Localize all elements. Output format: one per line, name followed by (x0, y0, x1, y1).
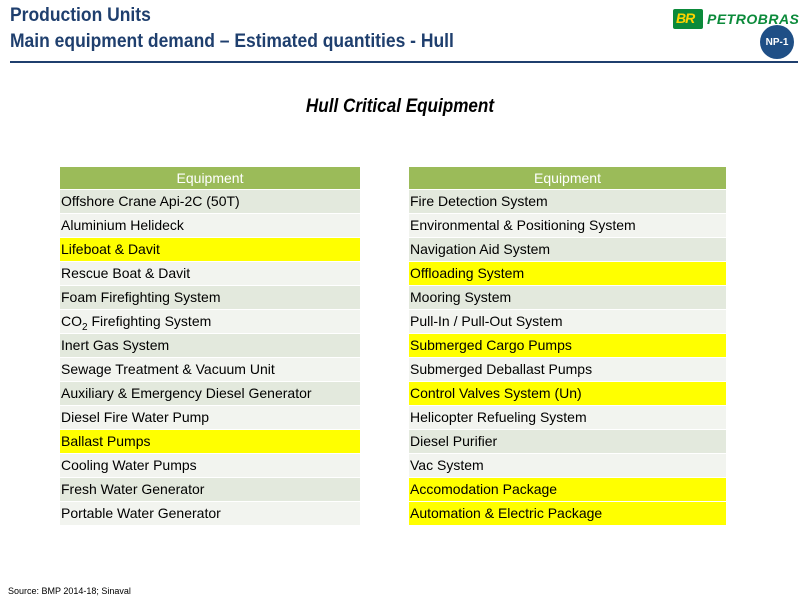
petrobras-logo: BR PETROBRAS (673, 8, 799, 30)
table-row: Pull-In / Pull-Out System (409, 310, 726, 334)
table-row: Auxiliary & Emergency Diesel Generator (60, 382, 360, 406)
table-row: Helicopter Refueling System (409, 406, 726, 430)
table-row: Environmental & Positioning System (409, 214, 726, 238)
row-label-subscript: 2 (82, 321, 88, 333)
right-equipment-table: Equipment Fire Detection System Environme… (409, 167, 726, 526)
page-title: Production Units (10, 5, 151, 26)
table-header: Equipment (409, 167, 726, 190)
table-row: Mooring System (409, 286, 726, 310)
table-row: Aluminium Helideck (60, 214, 360, 238)
table-row: Lifeboat & Davit (60, 238, 360, 262)
table-row: Rescue Boat & Davit (60, 262, 360, 286)
title-divider (10, 61, 798, 63)
table-row: Diesel Purifier (409, 430, 726, 454)
section-heading: Hull Critical Equipment (305, 96, 495, 117)
table-row: Automation & Electric Package (409, 502, 726, 526)
np1-badge: NP-1 (760, 25, 794, 59)
table-row: Submerged Deballast Pumps (409, 358, 726, 382)
left-equipment-table: Equipment Offshore Crane Api-2C (50T) Alu… (60, 167, 360, 526)
logo-br-text: BR (676, 10, 695, 26)
table-row: Inert Gas System (60, 334, 360, 358)
table-row: Foam Firefighting System (60, 286, 360, 310)
table-row: Submerged Cargo Pumps (409, 334, 726, 358)
logo-name: PETROBRAS (707, 11, 800, 27)
row-label: CO (61, 313, 82, 329)
source-note: Source: BMP 2014-18; Sinaval (8, 586, 131, 596)
table-row: Ballast Pumps (60, 430, 360, 454)
page-subtitle: Main equipment demand – Estimated quanti… (10, 31, 454, 52)
table-row: Diesel Fire Water Pump (60, 406, 360, 430)
table-row: Vac System (409, 454, 726, 478)
row-label-suffix: Firefighting System (87, 313, 212, 329)
br-logo-icon: BR (673, 9, 703, 29)
table-row: Navigation Aid System (409, 238, 726, 262)
table-row: Cooling Water Pumps (60, 454, 360, 478)
table-row: Offshore Crane Api-2C (50T) (60, 190, 360, 214)
table-row: Portable Water Generator (60, 502, 360, 526)
table-row: Offloading System (409, 262, 726, 286)
table-header: Equipment (60, 167, 360, 190)
table-row: Fresh Water Generator (60, 478, 360, 502)
table-row: Sewage Treatment & Vacuum Unit (60, 358, 360, 382)
table-row: Fire Detection System (409, 190, 726, 214)
table-row: Control Valves System (Un) (409, 382, 726, 406)
table-row: CO2 Firefighting System (60, 310, 360, 334)
table-row: Accomodation Package (409, 478, 726, 502)
